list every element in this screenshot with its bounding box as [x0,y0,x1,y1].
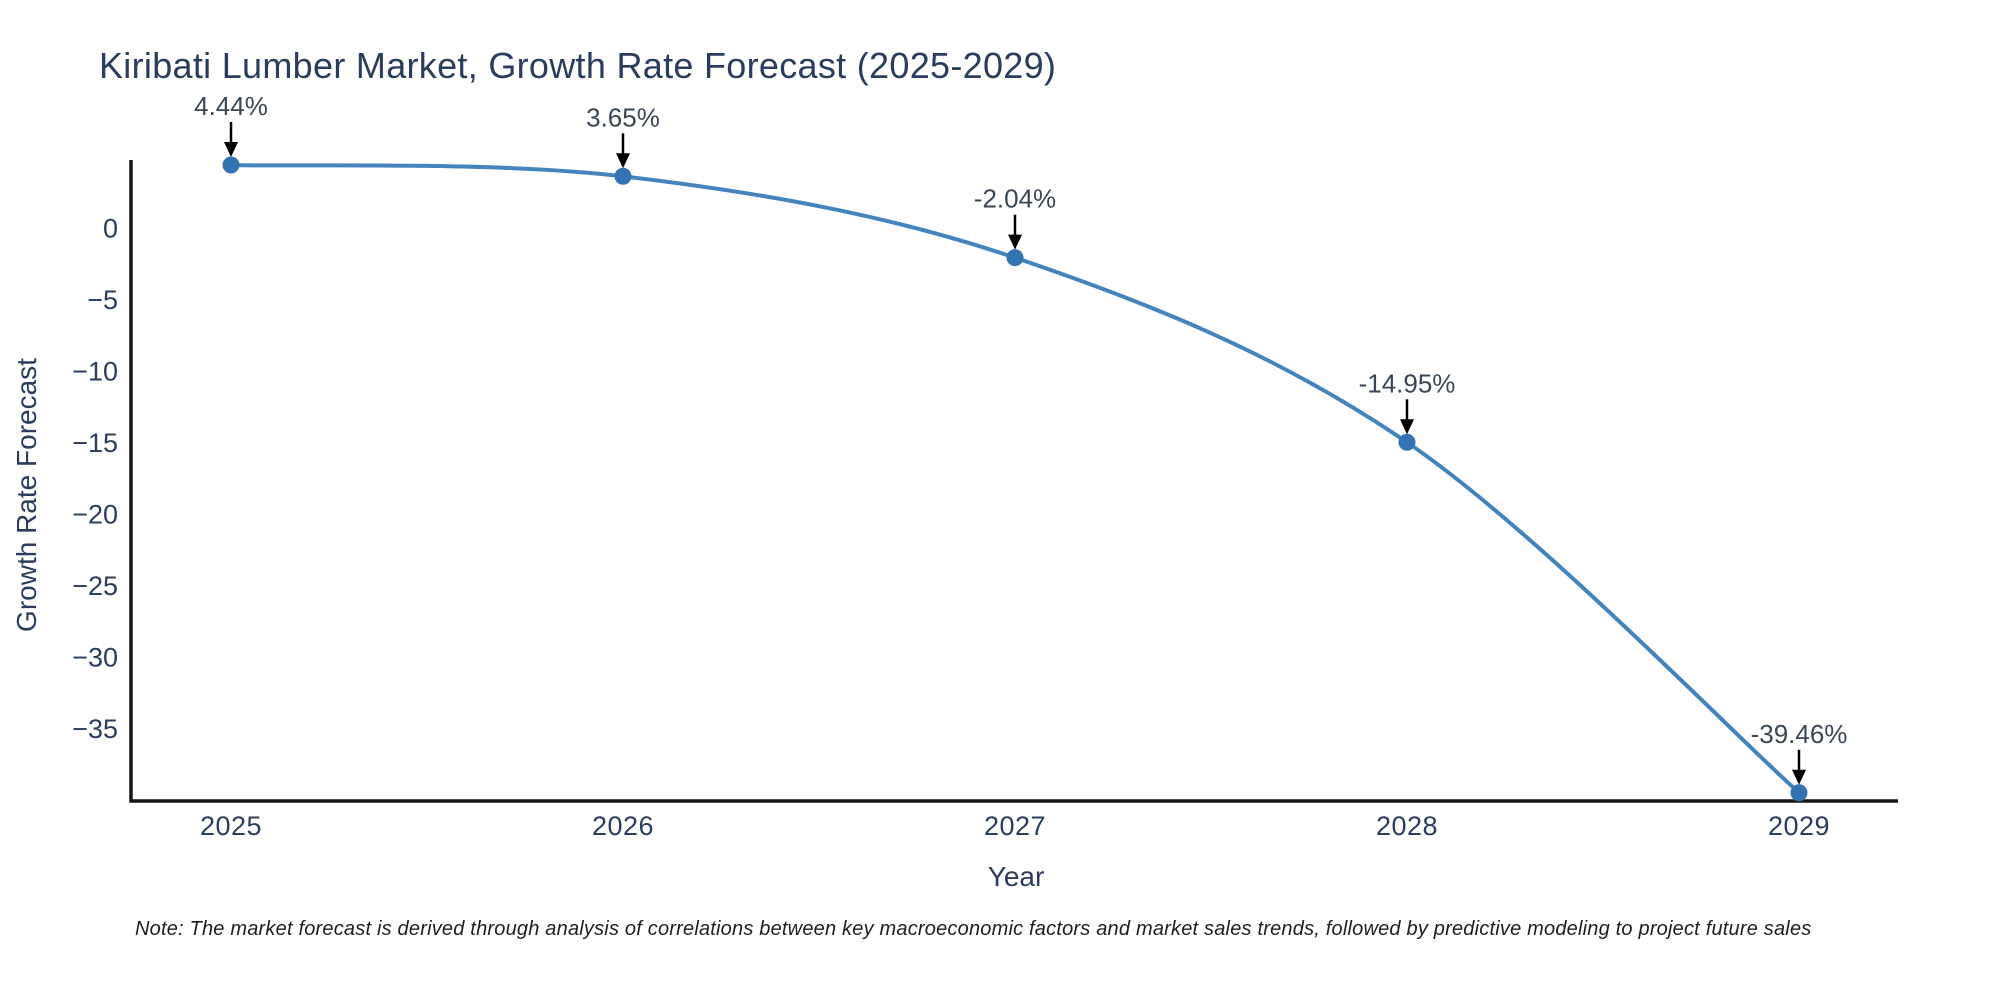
chart-title: Kiribati Lumber Market, Growth Rate Fore… [99,45,1057,86]
footnote: Note: The market forecast is derived thr… [135,918,1812,940]
point-value-label: 4.44% [194,91,268,121]
y-tick-label: −30 [72,643,118,673]
y-tick-label: −10 [72,357,118,387]
y-tick-label: 0 [103,214,118,244]
y-tick-label: −5 [87,285,118,315]
y-tick-label: −15 [72,428,118,458]
forecast-curve [229,163,1801,795]
point-value-label: -39.46% [1751,719,1848,749]
x-axis-title: Year [987,861,1045,892]
data-point-marker [614,167,632,185]
point-value-label: -14.95% [1359,368,1456,398]
x-tick-label: 2025 [200,811,262,841]
x-tick-label: 2026 [592,811,654,841]
x-tick-label: 2027 [984,811,1046,841]
y-tick-label: −20 [72,500,118,530]
y-tick-label: −35 [72,714,118,744]
data-point-marker [222,156,240,174]
y-axis-title: Growth Rate Forecast [11,358,42,632]
y-tick-label: −25 [72,571,118,601]
axis-lines [129,160,1898,803]
annotation-arrow-head [1008,234,1022,250]
point-value-label: 3.65% [586,102,660,132]
annotation-arrow-head [1400,419,1414,435]
x-tick-label: 2029 [1768,811,1830,841]
x-tick-label: 2028 [1376,811,1438,841]
data-point-marker [1398,433,1416,451]
annotation-arrow-head [1792,769,1806,785]
annotation-arrow-head [224,142,238,158]
data-point-marker [1006,249,1024,267]
point-value-label: -2.04% [974,184,1056,214]
data-point-marker [1790,784,1808,802]
annotation-arrow-head [616,153,630,169]
